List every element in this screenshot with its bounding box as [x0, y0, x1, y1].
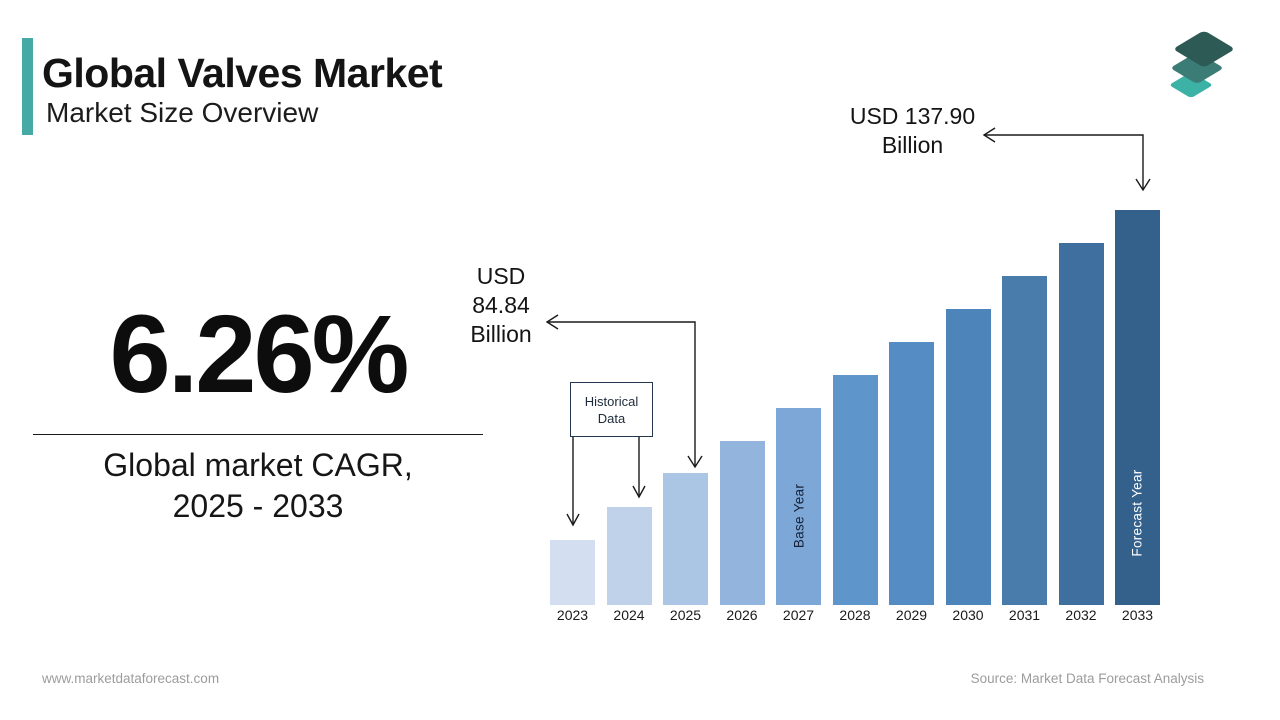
year-label-2026: 2026: [726, 607, 758, 623]
cagr-value: 6.26%: [109, 293, 410, 416]
year-label-2030: 2030: [952, 607, 984, 623]
cagr-caption-line1: Global market CAGR,: [103, 447, 413, 483]
historical-data-line2: Data: [597, 410, 626, 426]
year-label-2033: 2033: [1121, 607, 1154, 623]
page-title: Global Valves Market: [42, 50, 443, 96]
value-label-2033-line2: Billion: [881, 132, 944, 158]
base-year-label: Base Year: [791, 483, 807, 549]
year-label-2027: 2027: [782, 607, 815, 623]
cagr-caption-line2: 2025 - 2033: [172, 488, 344, 524]
value-label-2033-line1: USD 137.90: [849, 103, 976, 129]
bar-2029: [889, 342, 934, 605]
year-label-2029: 2029: [895, 607, 928, 623]
title-accent-bar: [22, 38, 33, 135]
year-label-2024: 2024: [613, 607, 645, 623]
value-label-2025-line1: USD: [476, 263, 526, 289]
footer-website: www.marketdataforecast.com: [42, 671, 220, 686]
layers-logo-icon: [1170, 31, 1233, 98]
page-subtitle: Market Size Overview: [46, 97, 319, 128]
arrow-usd-137-90: [982, 127, 1151, 192]
bar-2023: [550, 540, 595, 605]
cagr-caption: Global market CAGR, 2025 - 2033: [28, 445, 488, 527]
bar-2030: [945, 309, 991, 605]
value-label-2025: USD 84.84 Billion: [446, 262, 556, 349]
value-label-2025-line2: 84.84: [472, 292, 530, 318]
arrow-historical-2024: [632, 437, 646, 499]
bar-2031: [1002, 276, 1047, 605]
year-label-2032: 2032: [1065, 607, 1097, 623]
value-label-2025-line3: Billion: [470, 321, 532, 347]
forecast-year-label: Forecast Year: [1129, 469, 1145, 557]
bar-2028: [832, 375, 878, 605]
bar-2027: [776, 408, 821, 605]
bar-2026: [719, 441, 765, 605]
year-label-2031: 2031: [1008, 607, 1041, 623]
year-label-2023: 2023: [556, 607, 589, 623]
bar-2032: [1058, 243, 1104, 605]
historical-data-box: Historical Data: [570, 382, 653, 437]
value-label-2033: USD 137.90 Billion: [830, 102, 995, 160]
footer-source: Source: Market Data Forecast Analysis: [970, 671, 1204, 686]
bar-2024: [606, 507, 652, 605]
bar-2025: [663, 473, 708, 605]
bar-2033: [1115, 210, 1160, 605]
historical-data-line1: Historical: [584, 393, 639, 409]
arrow-historical-2023: [566, 437, 580, 527]
year-label-2028: 2028: [839, 607, 871, 623]
stat-divider: [33, 434, 483, 435]
year-label-2025: 2025: [669, 607, 702, 623]
